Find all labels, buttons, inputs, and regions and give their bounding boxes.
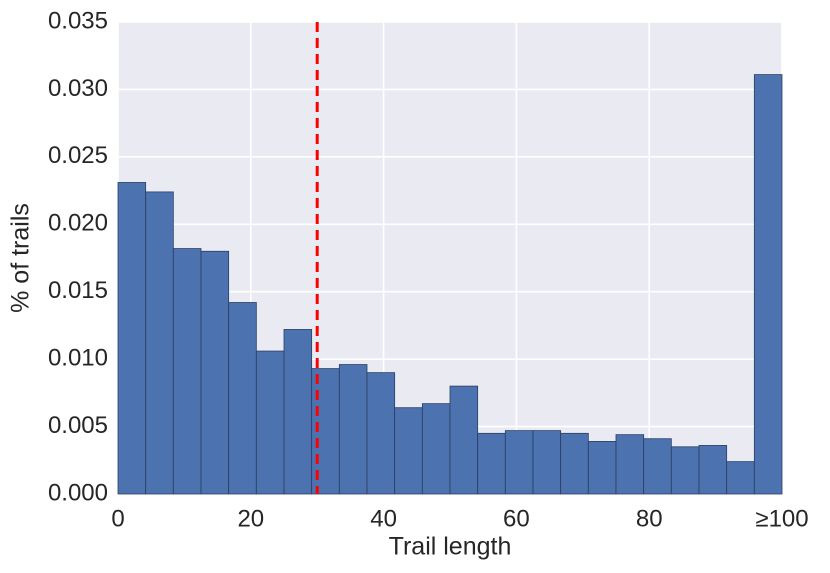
y-tick-label: 0.035	[48, 7, 108, 34]
bar	[145, 191, 174, 495]
x-tick-label: 20	[237, 505, 264, 532]
bar	[615, 434, 645, 495]
bar	[366, 372, 396, 495]
bar	[200, 250, 230, 495]
bar	[283, 329, 313, 495]
bar	[698, 445, 728, 495]
x-tick-label: 40	[370, 505, 397, 532]
bar	[726, 461, 755, 495]
bar	[643, 438, 672, 495]
bar	[255, 350, 285, 495]
bar	[670, 446, 700, 495]
y-tick-label: 0.005	[48, 412, 108, 439]
bar	[449, 385, 479, 495]
bar	[560, 432, 589, 495]
y-tick-label: 0.000	[48, 479, 108, 506]
x-axis-label: Trail length	[389, 533, 512, 561]
bar	[172, 248, 202, 495]
bar	[421, 403, 451, 495]
bar	[477, 432, 506, 495]
y-tick-label: 0.030	[48, 75, 108, 102]
bar	[753, 74, 783, 495]
y-tick-label: 0.010	[48, 344, 108, 371]
x-tick-label: 80	[636, 505, 663, 532]
y-axis-label: % of trails	[7, 203, 35, 313]
x-tick-label: ≥100	[755, 505, 808, 532]
bar	[338, 364, 368, 495]
bar	[228, 302, 257, 495]
bar	[504, 430, 534, 495]
bar	[587, 441, 617, 495]
bar	[532, 430, 562, 495]
x-tick-label: 60	[503, 505, 530, 532]
y-tick-label: 0.020	[48, 210, 108, 237]
y-tick-label: 0.015	[48, 277, 108, 304]
y-tick-label: 0.025	[48, 142, 108, 169]
bar	[394, 407, 423, 495]
x-tick-label: 0	[111, 505, 124, 532]
bar	[117, 182, 147, 495]
